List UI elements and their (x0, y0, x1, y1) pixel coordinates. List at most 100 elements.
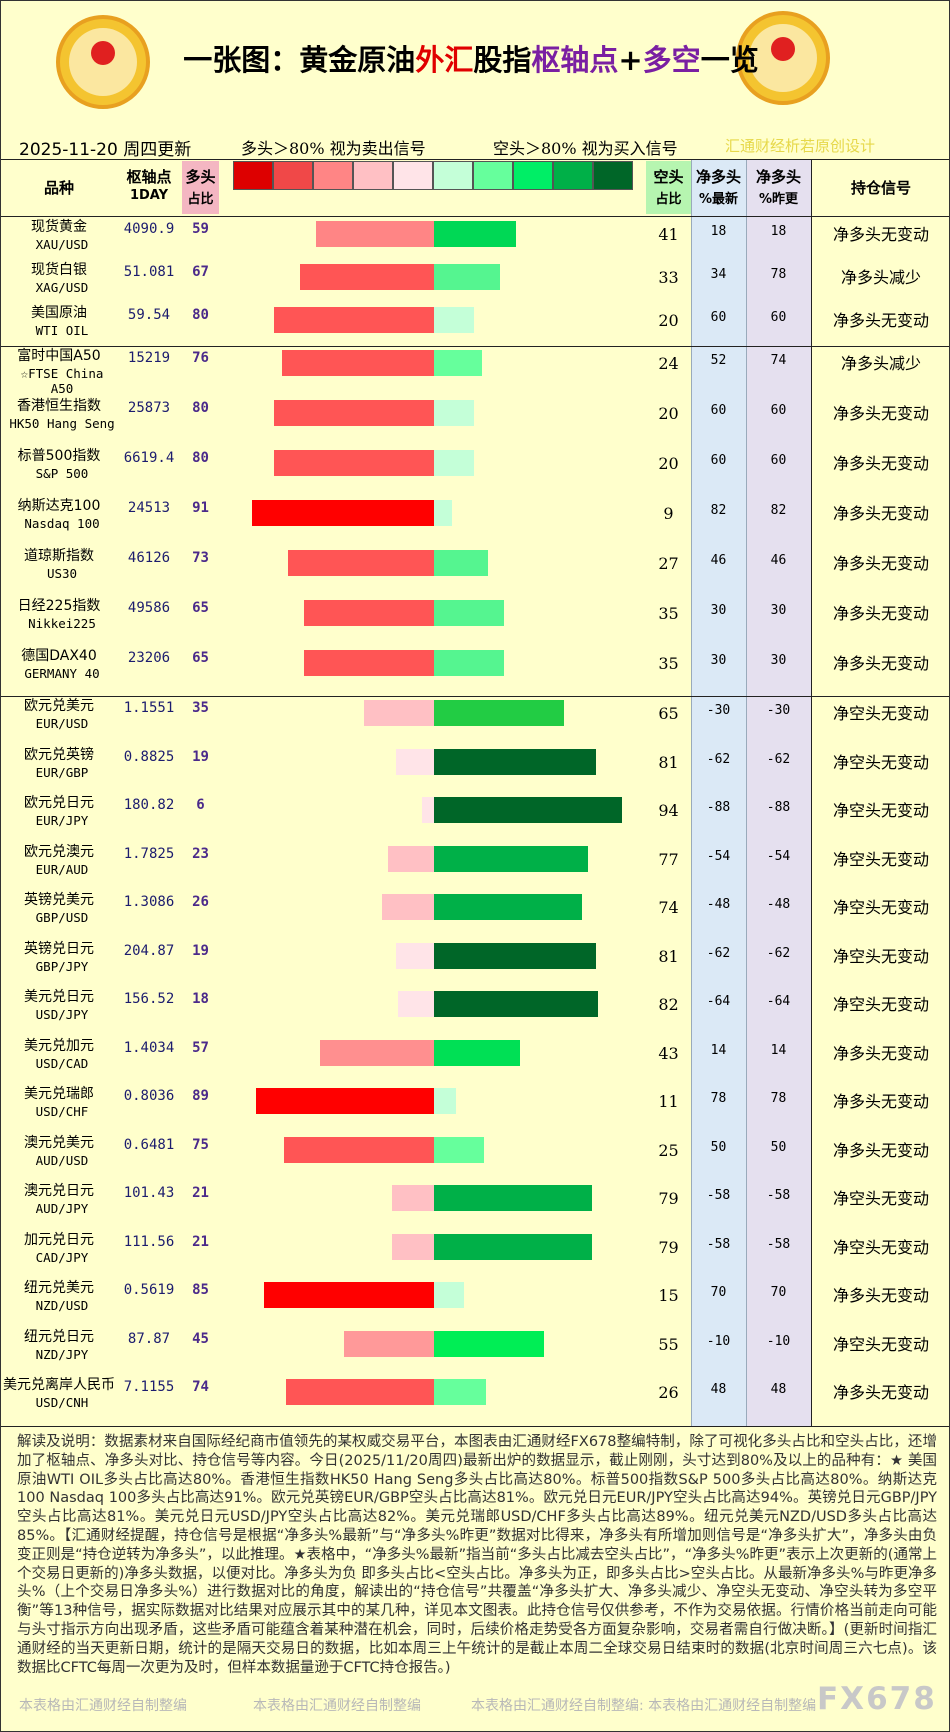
group-divider (1, 696, 949, 697)
long-bar (388, 845, 434, 872)
pivot: 59.54 (127, 307, 171, 323)
short-pct: 24 (658, 354, 679, 373)
row-code: EUR/AUD (35, 861, 89, 877)
signal: 净多头无变动 (832, 504, 929, 523)
net-latest: -62 (706, 945, 731, 961)
short-pct: 43 (658, 1043, 679, 1063)
column-header: 净多头 (755, 167, 801, 186)
pivot: 25873 (127, 400, 171, 416)
net-latest: 18 (710, 224, 727, 239)
long-pct: 57 (192, 1039, 209, 1056)
long-pct: 80 (192, 400, 209, 416)
long-pct: 80 (192, 450, 209, 466)
net-latest: -30 (706, 703, 731, 718)
short-pct: 35 (658, 654, 679, 673)
pivot: 15219 (127, 350, 171, 366)
net-prev: 78 (770, 1091, 787, 1106)
net-prev: 70 (770, 1285, 787, 1300)
short-pct: 9 (663, 504, 674, 523)
row-code: Nikkei225 (28, 616, 96, 631)
long-pct: 45 (192, 1330, 209, 1347)
short-bar (434, 942, 596, 969)
short-pct: 15 (658, 1286, 679, 1305)
net-latest: -10 (706, 1333, 731, 1349)
pivot: 46126 (127, 550, 171, 566)
net-latest: -54 (706, 848, 731, 864)
signal: 净空头无变动 (832, 995, 929, 1014)
short-bar (434, 1136, 484, 1163)
long-bar (382, 894, 434, 920)
long-pct: 74 (192, 1379, 209, 1395)
column-header: 持仓信号 (850, 178, 911, 197)
signal: 净空头无变动 (832, 801, 929, 820)
net-latest: 30 (710, 603, 727, 618)
long-pct: 65 (192, 600, 209, 616)
net-prev: -64 (766, 994, 791, 1009)
signal: 净多头无变动 (832, 1043, 929, 1063)
pivot: 87.87 (127, 1330, 171, 1347)
short-pct: 55 (658, 1334, 679, 1354)
short-pct: 20 (658, 454, 679, 473)
long-header-bg (182, 161, 219, 214)
short-header-bg (646, 161, 691, 214)
short-bar (434, 264, 500, 290)
short-bar (434, 1330, 544, 1357)
long-bar (304, 650, 434, 676)
short-bar (434, 845, 588, 872)
signal: 净空头无变动 (832, 704, 929, 723)
row-name: 美元兑加元 (24, 1037, 94, 1054)
net-prev: -30 (766, 703, 791, 718)
short-pct: 79 (658, 1237, 679, 1257)
footer-mark: 本表格由汇通财经自制整编 (253, 1698, 421, 1714)
short-bar (434, 550, 488, 576)
net-prev: 78 (770, 267, 787, 282)
row-code: EUR/USD (35, 716, 89, 731)
signal: 净多头无变动 (832, 604, 929, 623)
short-bar (434, 1088, 456, 1114)
legend-swatch (393, 161, 433, 190)
net-latest: 48 (710, 1382, 727, 1397)
signal: 净空头无变动 (832, 752, 929, 772)
long-note: 多头＞80% 视为卖出信号 (241, 139, 426, 158)
long-bar (288, 550, 434, 576)
net-prev: -54 (766, 848, 791, 864)
net-prev: 18 (770, 224, 787, 239)
short-pct: 25 (658, 1140, 679, 1160)
row-code: NZD/USD (35, 1298, 89, 1313)
net-latest: 52 (710, 353, 727, 368)
short-bar (434, 894, 582, 920)
title-part: 一览 (700, 43, 759, 77)
net-prev: 30 (770, 653, 787, 668)
row-name: 道琼斯指数 (24, 548, 94, 564)
row-code: EUR/GBP (35, 764, 89, 780)
net-latest: 50 (710, 1139, 727, 1155)
short-pct: 35 (658, 604, 679, 623)
short-pct: 74 (658, 898, 679, 917)
row-name: 英镑兑美元 (24, 892, 94, 908)
signal: 净多头无变动 (832, 404, 929, 423)
title-part: 一张图：黄金原油 (183, 43, 416, 77)
signal: 净多头无变动 (832, 554, 929, 573)
column-header: 净多头 (695, 167, 741, 186)
net-latest-column (691, 159, 746, 1426)
short-bar (434, 350, 482, 376)
short-bar (434, 797, 622, 823)
row-code: USD/CNH (35, 1395, 89, 1410)
footer-mark: 本表格由汇通财经自制整编 (19, 1698, 187, 1714)
row-name: 美元兑日元 (24, 989, 94, 1005)
column-header: 品种 (43, 178, 74, 197)
long-pct: 21 (192, 1233, 209, 1250)
long-pct: 19 (192, 942, 209, 959)
long-bar (320, 1039, 434, 1066)
row-code: ☆FTSE China A50 (20, 366, 104, 396)
net-prev: 46 (770, 553, 787, 568)
pivot: 51.081 (123, 264, 175, 280)
title-part: + (618, 43, 643, 77)
net-latest: -58 (706, 1236, 731, 1252)
signal: 净多头无变动 (832, 1286, 929, 1305)
short-pct: 94 (658, 801, 679, 820)
pivot: 1.4034 (123, 1039, 175, 1056)
update-date: 2025-11-20 周四更新 (19, 140, 192, 160)
signal: 净空头无变动 (832, 898, 929, 917)
short-pct: 20 (658, 404, 679, 423)
